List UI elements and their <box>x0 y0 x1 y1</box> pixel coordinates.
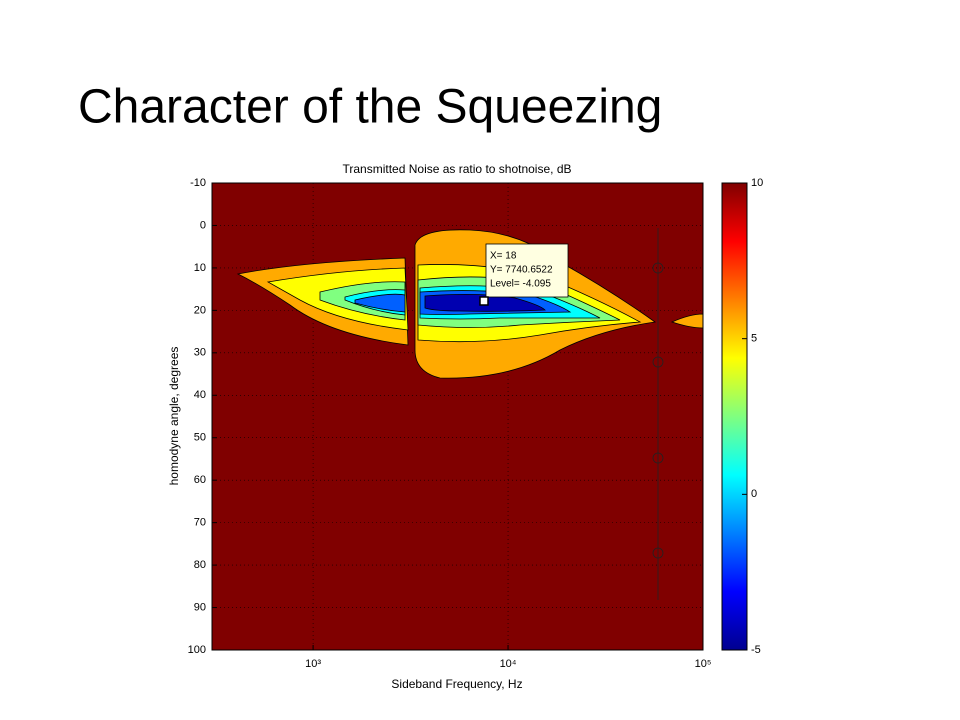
x-axis-label: Sideband Frequency, Hz <box>391 677 522 691</box>
y-tick-label: -10 <box>190 177 206 189</box>
colorbar-tick-label: -5 <box>751 644 761 656</box>
colorbar-tick-label: 5 <box>751 333 757 345</box>
y-tick-label: 30 <box>194 347 206 359</box>
plot-title: Transmitted Noise as ratio to shotnoise,… <box>343 162 572 176</box>
x-tick-label: 10³ <box>305 658 321 670</box>
x-tick-label: 10⁴ <box>500 658 517 670</box>
y-tick-label: 70 <box>194 517 206 529</box>
y-tick-label: 80 <box>194 559 206 571</box>
datatip-text: Level= -4.095 <box>490 279 551 290</box>
colorbar <box>721 182 748 651</box>
y-tick-label: 40 <box>194 389 206 401</box>
y-tick-label: 100 <box>188 644 206 656</box>
x-tick-label: 10⁵ <box>695 658 712 670</box>
y-tick-label: 60 <box>194 474 206 486</box>
y-tick-label: 20 <box>194 304 206 316</box>
colorbar-tick-label: 0 <box>751 488 757 500</box>
slide-title: Character of the Squeezing <box>78 81 662 134</box>
y-tick-label: 0 <box>200 219 206 231</box>
colorbar-tick-label: 10 <box>751 177 763 189</box>
datatip-text: X= 18 <box>490 251 517 262</box>
y-tick-label: 10 <box>194 262 206 274</box>
y-tick-label: 50 <box>194 432 206 444</box>
axes-box <box>211 182 704 651</box>
datatip-text: Y= 7740.6522 <box>490 265 553 276</box>
y-axis-label: homodyne angle, degrees <box>167 347 181 486</box>
y-tick-label: 90 <box>194 601 206 613</box>
datatip: X= 18 Y= 7740.6522 Level= -4.095 <box>479 243 569 306</box>
contours <box>236 228 703 600</box>
